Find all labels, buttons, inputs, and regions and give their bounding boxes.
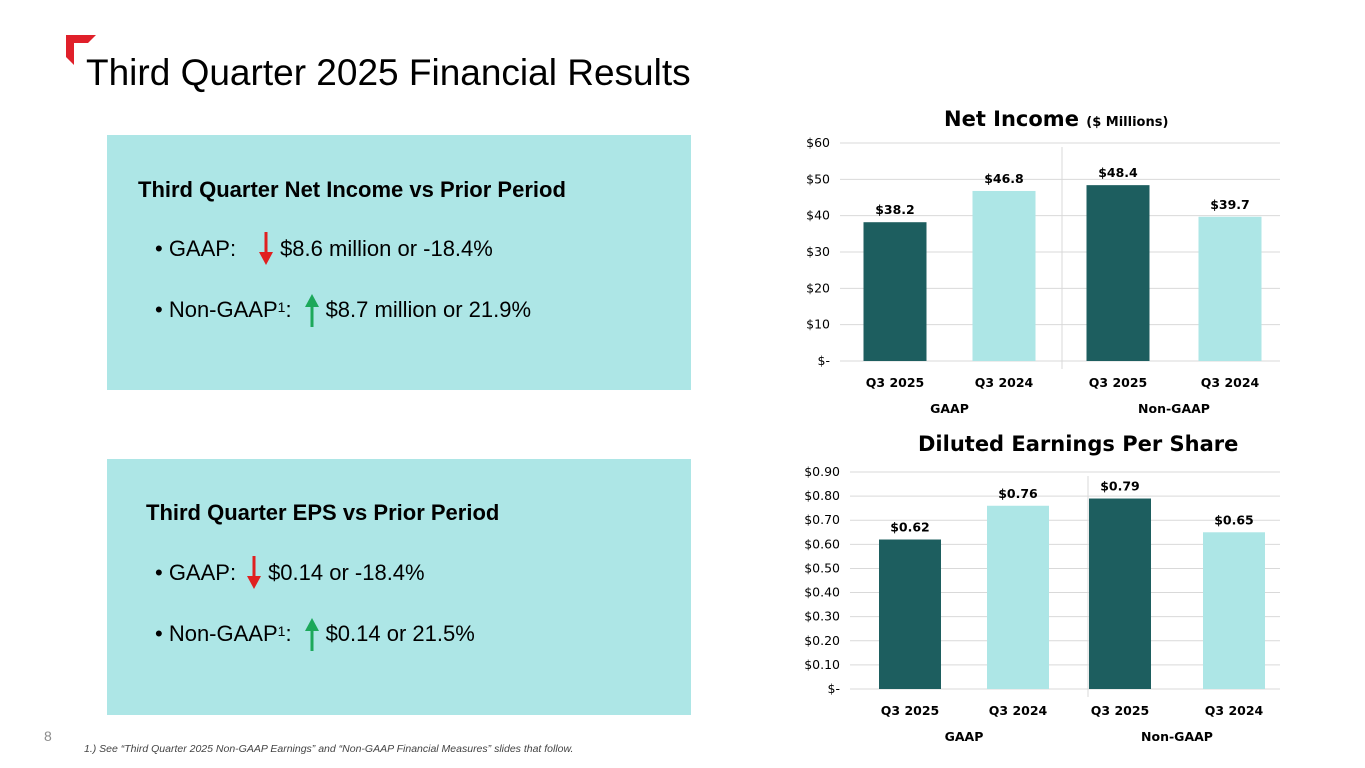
bar <box>1203 532 1265 689</box>
y-tick-label: $- <box>818 353 830 368</box>
x-tick-label: Q3 2024 <box>1201 375 1260 390</box>
chart-title-unit: ($ Millions) <box>1086 115 1169 130</box>
title-accent-mark <box>66 35 96 65</box>
group-label: Non-GAAP <box>1138 401 1210 416</box>
bar <box>1086 185 1150 361</box>
footnote: 1.) See “Third Quarter 2025 Non-GAAP Ear… <box>84 743 574 755</box>
arrow-down-icon <box>259 232 274 265</box>
y-tick-label: $- <box>828 681 840 696</box>
eps-card-heading: Third Quarter EPS vs Prior Period <box>146 500 500 525</box>
nongaap-colon: : <box>285 621 292 646</box>
x-tick-label: Q3 2025 <box>866 375 924 390</box>
bar <box>972 190 1036 361</box>
footnote-marker: 1 <box>277 299 286 315</box>
x-tick-label: Q3 2024 <box>1205 703 1264 718</box>
data-label: $39.7 <box>1210 197 1250 212</box>
chart-title-text: Net Income <box>944 107 1079 131</box>
eps-chart-title: Diluted Earnings Per Share <box>918 432 1239 456</box>
net-income-gaap-bullet: • GAAP: $8.6 million or -18.4% <box>155 232 493 266</box>
net-income-bar-chart: $- $10 $20 $30 $40 $50 $60 $38.2 Q3 2025 $46.8 Q3 … <box>806 135 1280 416</box>
group-label: GAAP <box>945 729 984 744</box>
arrow-up-icon <box>304 618 319 651</box>
eps-gaap-change: $0.14 or -18.4% <box>268 560 425 585</box>
y-tick-label: $0.20 <box>804 633 840 648</box>
page-number: 8 <box>44 728 52 744</box>
data-label: $0.65 <box>1214 512 1254 527</box>
bar <box>863 222 927 361</box>
y-tick-label: $20 <box>806 280 830 295</box>
data-label: $48.4 <box>1098 165 1138 180</box>
x-tick-label: Q3 2025 <box>1089 375 1147 390</box>
x-tick-label: Q3 2025 <box>1091 703 1149 718</box>
y-tick-label: $0.80 <box>804 488 840 503</box>
eps-nongaap-bullet: • Non-GAAP 1: $0.14 or 21.5% <box>155 617 475 651</box>
y-tick-label: $30 <box>806 244 830 259</box>
y-tick-label: $0.30 <box>804 609 840 624</box>
net-income-summary-card: Third Quarter Net Income vs Prior Period… <box>107 135 691 390</box>
net-income-gaap-change: $8.6 million or -18.4% <box>280 236 493 261</box>
eps-nongaap-change: $0.14 or 21.5% <box>325 621 475 646</box>
arrow-down-icon <box>247 556 262 589</box>
y-tick-label: $0.70 <box>804 512 840 527</box>
x-tick-label: Q3 2024 <box>975 375 1034 390</box>
y-tick-label: $60 <box>806 135 830 150</box>
bar <box>1198 216 1262 361</box>
y-tick-label: $0.60 <box>804 536 840 551</box>
arrow-up-icon <box>304 294 319 327</box>
bar <box>879 539 941 689</box>
data-label: $46.8 <box>984 171 1024 186</box>
eps-bar-chart: $- $0.10 $0.20 $0.30 $0.40 $0.50 $0.60 $0.70 $0.… <box>804 464 1280 744</box>
eps-summary-card: Third Quarter EPS vs Prior Period • GAAP… <box>107 459 691 715</box>
y-tick-label: $0.90 <box>804 464 840 479</box>
net-income-card-heading: Third Quarter Net Income vs Prior Period <box>138 177 566 202</box>
y-tick-label: $0.10 <box>804 657 840 672</box>
x-tick-label: Q3 2024 <box>989 703 1048 718</box>
y-tick-label: $40 <box>806 208 830 223</box>
gaap-label: • GAAP: <box>155 560 237 585</box>
nongaap-colon: : <box>285 297 292 322</box>
eps-gaap-bullet: • GAAP: $0.14 or -18.4% <box>155 556 425 590</box>
y-tick-label: $0.40 <box>804 585 840 600</box>
net-income-nongaap-bullet: • Non-GAAP 1: $8.7 million or 21.9% <box>155 293 531 327</box>
bar <box>1089 498 1151 689</box>
group-label: GAAP <box>930 401 969 416</box>
net-income-chart-title: Net Income ($ Millions) <box>944 107 1168 131</box>
nongaap-label: • Non-GAAP <box>155 621 278 646</box>
data-label: $0.62 <box>890 520 930 535</box>
data-label: $38.2 <box>875 202 915 217</box>
group-label: Non-GAAP <box>1141 729 1213 744</box>
x-tick-label: Q3 2025 <box>881 703 939 718</box>
slide-title: Third Quarter 2025 Financial Results <box>86 52 691 93</box>
y-tick-label: $10 <box>806 317 830 332</box>
footnote-marker: 1 <box>277 623 286 639</box>
y-tick-label: $50 <box>806 171 830 186</box>
net-income-nongaap-change: $8.7 million or 21.9% <box>325 297 532 322</box>
bar <box>987 505 1049 689</box>
data-label: $0.76 <box>998 486 1038 501</box>
gaap-label: • GAAP: <box>155 236 237 261</box>
data-label: $0.79 <box>1100 479 1140 494</box>
y-tick-label: $0.50 <box>804 560 840 575</box>
nongaap-label: • Non-GAAP <box>155 297 278 322</box>
